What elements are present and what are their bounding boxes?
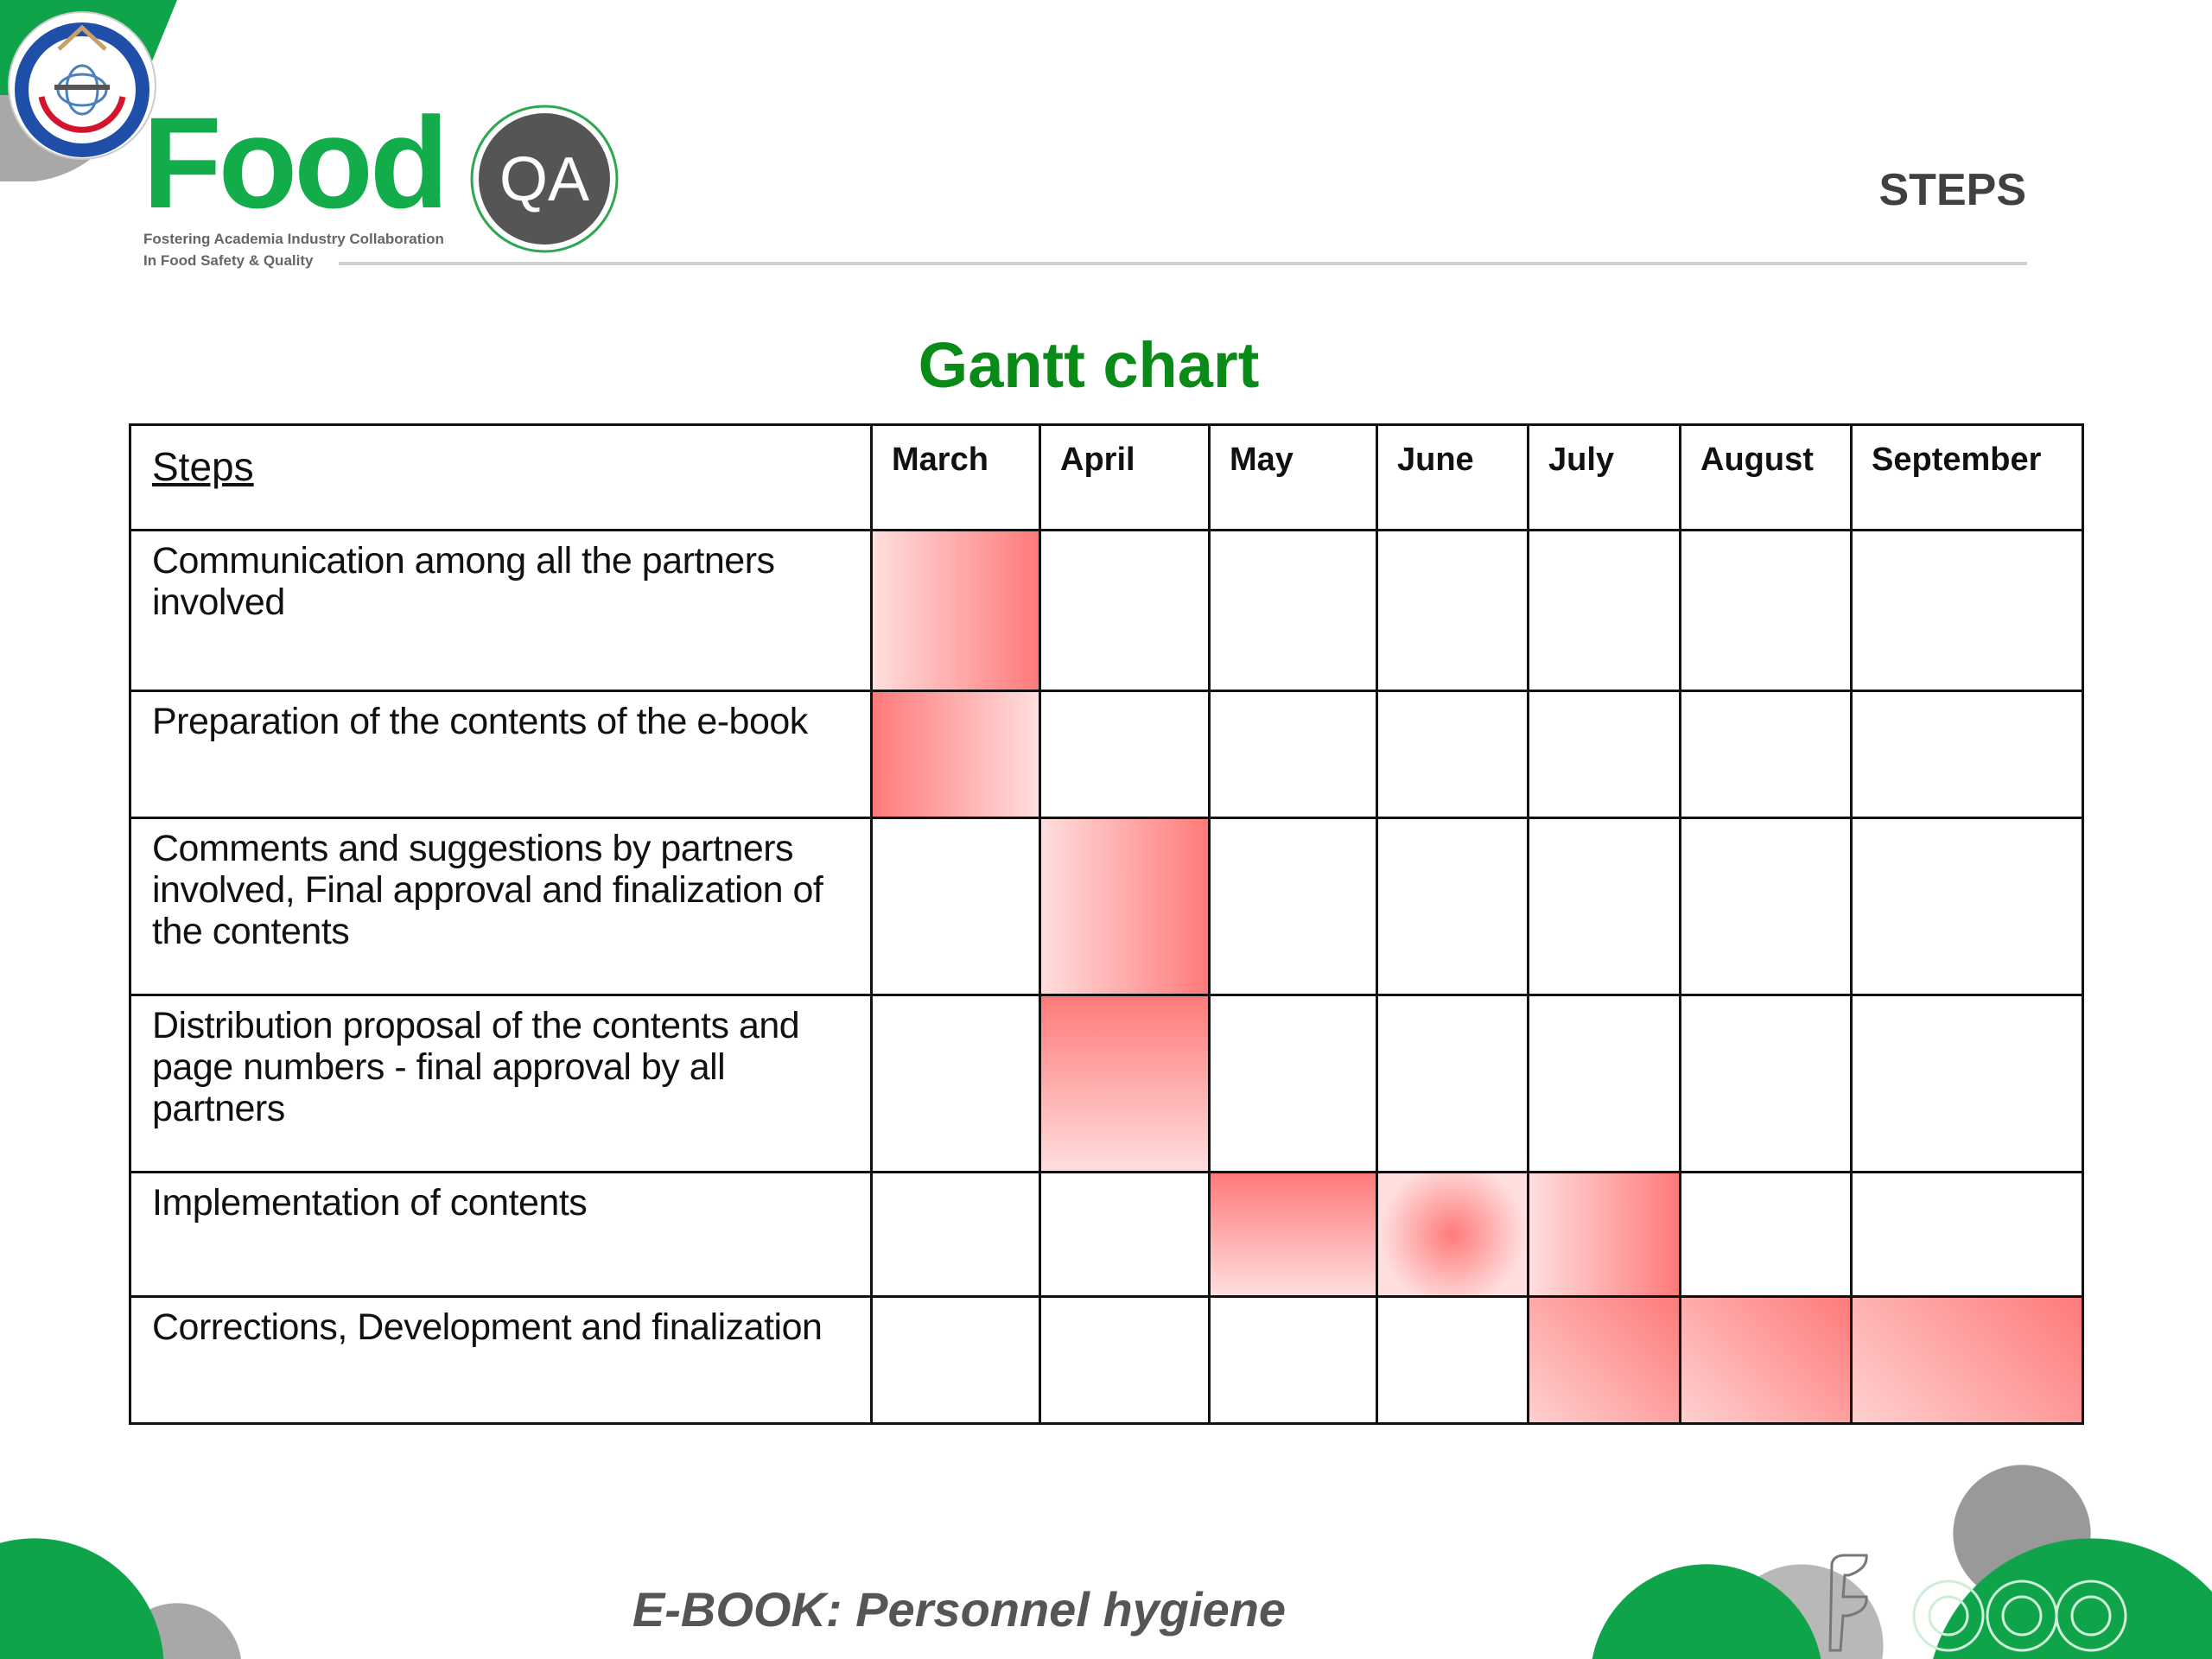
qa-badge-logo: QA bbox=[470, 105, 619, 253]
gantt-table: Steps March April May June July August Septembe… bbox=[129, 423, 2084, 1425]
step-label: Distribution proposal of the contents an… bbox=[131, 996, 873, 1173]
gantt-bar-cell bbox=[1853, 1298, 2082, 1422]
gantt-empty-cell bbox=[1211, 996, 1378, 1173]
gantt-empty-cell bbox=[873, 819, 1041, 996]
gantt-empty-cell bbox=[1853, 531, 2082, 692]
qa-badge-text: QA bbox=[499, 145, 589, 214]
gantt-empty-cell bbox=[1529, 531, 1681, 692]
gantt-empty-cell bbox=[1681, 996, 1853, 1173]
gantt-empty-cell bbox=[1211, 819, 1378, 996]
month-header-may: May bbox=[1211, 426, 1378, 531]
gantt-bar-cell bbox=[1041, 819, 1211, 996]
gantt-empty-cell bbox=[1529, 819, 1681, 996]
month-header-june: June bbox=[1378, 426, 1529, 531]
gantt-empty-cell bbox=[1853, 1173, 2082, 1298]
gantt-empty-cell bbox=[1378, 531, 1529, 692]
gantt-empty-cell bbox=[873, 996, 1041, 1173]
gantt-bar-cell bbox=[1681, 1298, 1853, 1422]
header-divider bbox=[339, 262, 2027, 265]
footer-title: E-BOOK: Personnel hygiene bbox=[632, 1582, 1287, 1637]
gantt-empty-cell bbox=[873, 1298, 1041, 1422]
gantt-empty-cell bbox=[1853, 819, 2082, 996]
gantt-empty-cell bbox=[1681, 531, 1853, 692]
foodqa-logo-wordmark: Food bbox=[143, 90, 449, 235]
gantt-empty-cell bbox=[1681, 819, 1853, 996]
month-header-march: March bbox=[873, 426, 1041, 531]
foodqa-pattern-icon bbox=[1828, 1554, 2127, 1652]
chart-title: Gantt chart bbox=[918, 329, 1260, 401]
step-label: Comments and suggestions by partners inv… bbox=[131, 819, 873, 996]
gantt-empty-cell bbox=[1529, 996, 1681, 1173]
gantt-bar-cell bbox=[1041, 996, 1211, 1173]
gantt-empty-cell bbox=[1681, 692, 1853, 819]
gantt-empty-cell bbox=[1041, 1173, 1211, 1298]
gantt-empty-cell bbox=[1211, 531, 1378, 692]
gantt-empty-cell bbox=[1529, 692, 1681, 819]
gantt-bar-cell bbox=[1378, 1173, 1529, 1298]
month-header-august: August bbox=[1681, 426, 1853, 531]
gantt-bar-cell bbox=[1529, 1173, 1681, 1298]
gantt-empty-cell bbox=[1211, 692, 1378, 819]
gantt-empty-cell bbox=[1681, 1173, 1853, 1298]
step-label: Corrections, Development and finalizatio… bbox=[131, 1298, 873, 1422]
gantt-bar-cell bbox=[1529, 1298, 1681, 1422]
gantt-bar-cell bbox=[1211, 1173, 1378, 1298]
gantt-empty-cell bbox=[1853, 692, 2082, 819]
logo-tagline: Fostering Academia Industry Collaboratio… bbox=[143, 231, 444, 247]
gantt-bar-cell bbox=[873, 531, 1041, 692]
gantt-empty-cell bbox=[1041, 1298, 1211, 1422]
month-header-september: September bbox=[1853, 426, 2082, 531]
section-title: STEPS bbox=[1878, 165, 2027, 215]
gantt-empty-cell bbox=[1378, 1298, 1529, 1422]
step-label: Implementation of contents bbox=[131, 1173, 873, 1298]
gantt-empty-cell bbox=[1378, 819, 1529, 996]
logo-tagline: In Food Safety & Quality bbox=[143, 252, 314, 269]
gantt-empty-cell bbox=[1211, 1298, 1378, 1422]
step-label: Communication among all the partners inv… bbox=[131, 531, 873, 692]
gantt-bar-cell bbox=[873, 692, 1041, 819]
step-label: Preparation of the contents of the e-boo… bbox=[131, 692, 873, 819]
gantt-empty-cell bbox=[1853, 996, 2082, 1173]
corner-decoration-bottom-left bbox=[0, 1503, 259, 1659]
gantt-empty-cell bbox=[1041, 692, 1211, 819]
month-header-july: July bbox=[1529, 426, 1681, 531]
gantt-empty-cell bbox=[1378, 692, 1529, 819]
gantt-empty-cell bbox=[873, 1173, 1041, 1298]
university-seal-logo bbox=[8, 11, 156, 160]
steps-column-header: Steps bbox=[131, 426, 873, 531]
gantt-empty-cell bbox=[1041, 531, 1211, 692]
corner-decoration-bottom-right bbox=[1555, 1452, 2212, 1659]
gantt-empty-cell bbox=[1378, 996, 1529, 1173]
month-header-april: April bbox=[1041, 426, 1211, 531]
